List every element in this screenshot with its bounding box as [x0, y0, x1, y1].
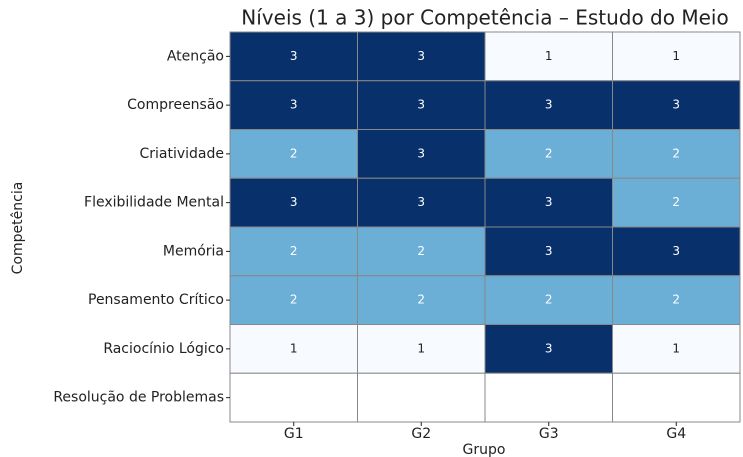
cell-label: 2 [672, 293, 680, 307]
heatmap-cell [229, 31, 358, 82]
y-tick-label: Raciocínio Lógico [103, 341, 224, 357]
cell-label: 3 [417, 146, 425, 160]
cell-label: 2 [545, 293, 553, 307]
cell-label: 3 [290, 98, 298, 112]
x-tick-label: G3 [539, 426, 559, 442]
cell-label: 3 [417, 49, 425, 63]
cell-label: 3 [545, 341, 553, 355]
heatmap-cell [229, 324, 358, 374]
y-tick-label: Atenção [167, 48, 224, 64]
cell-label: 3 [545, 98, 553, 112]
heatmap-cell [357, 372, 486, 423]
cell-label: 1 [545, 49, 553, 63]
cell-label: 1 [417, 341, 425, 355]
heatmap-cell [484, 31, 613, 82]
cell-label: 3 [417, 195, 425, 209]
heatmap-cell [484, 324, 613, 374]
cell-label: 2 [417, 244, 425, 258]
y-tick-label: Criatividade [139, 146, 224, 162]
y-axis-label: Competência [10, 182, 26, 275]
cell-label: 3 [672, 244, 680, 258]
heatmap-cell [357, 226, 486, 277]
heatmap-cell [229, 372, 358, 423]
heatmap-cell [612, 80, 741, 130]
cell-label: 2 [290, 244, 298, 258]
heatmap-cell [612, 324, 741, 374]
y-tick-label: Resolução de Problemas [53, 390, 224, 406]
x-axis-label: Grupo [463, 442, 506, 457]
heatmap-cell [357, 129, 486, 179]
cell-label: 2 [417, 293, 425, 307]
cell-label: 1 [290, 341, 298, 355]
cell-label: 2 [290, 293, 298, 307]
heatmap-cell [357, 31, 486, 82]
heatmap-cell [612, 31, 741, 82]
cell-label: 3 [290, 195, 298, 209]
heatmap-cell [484, 372, 613, 423]
y-tick-label: Memória [163, 243, 224, 259]
heatmap-cell [484, 275, 613, 325]
chart-title: Níveis (1 a 3) por Competência – Estudo … [241, 6, 728, 30]
x-tick-label: G2 [411, 426, 431, 442]
y-tick-label: Compreensão [127, 97, 224, 113]
heatmap-cell [612, 372, 741, 423]
heatmap-cell [612, 129, 741, 179]
cell-label: 3 [545, 244, 553, 258]
cell-label: 3 [672, 98, 680, 112]
cell-label: 2 [545, 146, 553, 160]
cell-label: 3 [545, 195, 553, 209]
cell-label: 1 [672, 49, 680, 63]
heatmap-cell [612, 226, 741, 277]
heatmap-cell [357, 275, 486, 325]
x-tick-label: G1 [284, 426, 304, 442]
y-tick-label: Flexibilidade Mental [84, 195, 224, 211]
heatmap-cell [612, 177, 741, 228]
cell-label: 2 [672, 146, 680, 160]
cell-label: 3 [417, 98, 425, 112]
heatmap-cell [357, 80, 486, 130]
cell-label: 3 [290, 49, 298, 63]
y-tick-label: Pensamento Crítico [88, 292, 224, 308]
heatmap-cell [229, 275, 358, 325]
x-tick-label: G4 [666, 426, 686, 442]
heatmap-cell [357, 177, 486, 228]
cell-label: 1 [672, 341, 680, 355]
heatmap-cell [612, 275, 741, 325]
heatmap-cell [484, 226, 613, 277]
cell-label: 2 [672, 195, 680, 209]
cell-label: 2 [290, 146, 298, 160]
